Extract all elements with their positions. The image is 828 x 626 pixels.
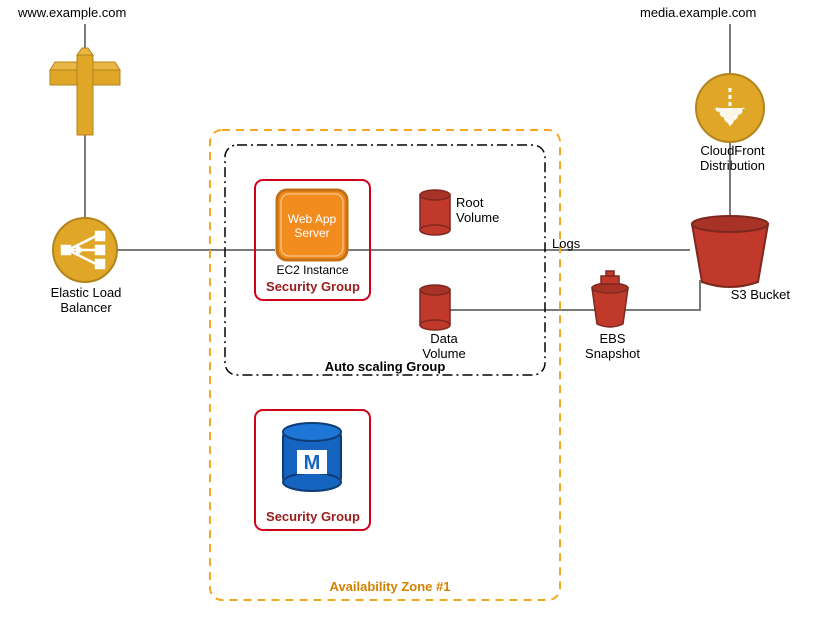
root-volume-icon (420, 190, 450, 235)
security-group-2-label: Security Group (258, 510, 368, 525)
data-volume-label: Data Volume (414, 332, 474, 362)
s3-bucket-icon (692, 216, 768, 287)
ec2-label: EC2 Instance (270, 264, 355, 278)
elb-pin-icon (50, 48, 120, 135)
logs-label: Logs (552, 237, 580, 252)
data-volume-icon (420, 285, 450, 330)
availability-zone-label: Availability Zone #1 (310, 580, 470, 595)
database-icon: M (283, 423, 341, 491)
ebs-snapshot-label: EBS Snapshot (580, 332, 645, 362)
svg-text:M: M (304, 452, 321, 474)
www-label: www.example.com (18, 6, 126, 21)
cloudfront-icon (696, 74, 764, 142)
root-volume-label: Root Volume (456, 196, 516, 226)
security-group-1-label: Security Group (258, 280, 368, 295)
connectors (85, 24, 730, 310)
webapp-label: Web App Server (279, 213, 345, 241)
elb-label: Elastic Load Balancer (46, 286, 126, 316)
elb-icon (53, 218, 117, 282)
media-label: media.example.com (640, 6, 756, 21)
edge-datavol-to-s3 (450, 280, 700, 310)
ebs-snapshot-icon (592, 271, 628, 327)
auto-scaling-group-label: Auto scaling Group (280, 360, 490, 375)
s3-bucket-label: S3 Bucket (710, 288, 790, 303)
cloudfront-label: CloudFront Distribution (690, 144, 775, 174)
